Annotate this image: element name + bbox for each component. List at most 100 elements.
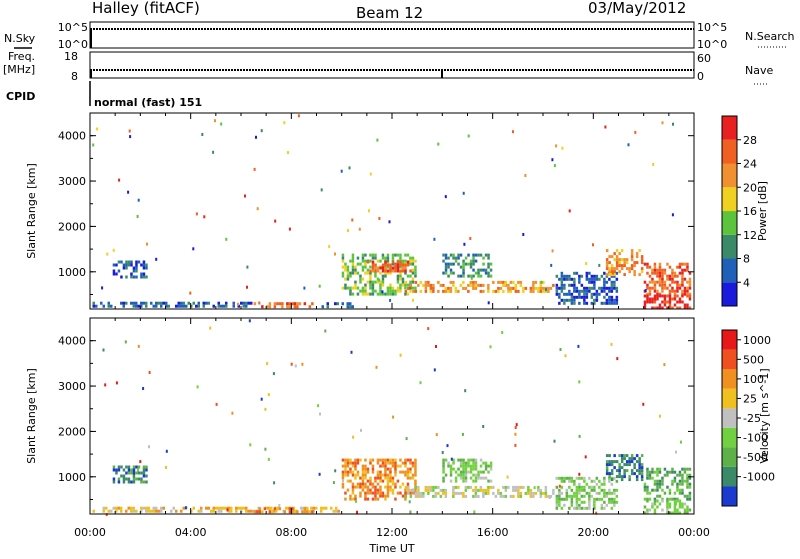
velocity-cell-4 xyxy=(424,488,428,492)
velocity-cell-5 xyxy=(459,458,463,462)
velocity-cell-7 xyxy=(618,472,621,476)
power-cell-10 xyxy=(686,292,689,296)
power-cell-3 xyxy=(137,260,141,264)
velocity-scatter-point xyxy=(610,342,613,346)
velocity-cell-7 xyxy=(635,475,639,479)
velocity-cell-8 xyxy=(661,482,664,486)
velocity-cell-7 xyxy=(630,457,634,461)
power-cell-8 xyxy=(583,289,586,293)
power-cell-10 xyxy=(656,292,659,296)
power-cell-8 xyxy=(588,271,591,275)
power-scatter-point xyxy=(524,174,527,177)
power-cell-9 xyxy=(625,261,629,265)
velocity-cell-6 xyxy=(610,491,614,495)
power-cell-9 xyxy=(635,252,639,256)
velocity-cell-4 xyxy=(487,491,490,495)
velocity-cell-6 xyxy=(583,488,586,492)
power-cell-3 xyxy=(112,272,116,276)
velocity-cell-4 xyxy=(532,491,535,495)
power-cell-6 xyxy=(472,283,475,287)
velocity-cell-8 xyxy=(653,470,657,474)
power-cell-8 xyxy=(563,286,566,290)
power-cell-0 xyxy=(160,301,163,305)
velocity-cell-5 xyxy=(474,476,478,480)
power-cell-8 xyxy=(585,286,589,290)
power-cell-4 xyxy=(374,256,377,260)
power-cell-0 xyxy=(192,301,195,305)
power-cell-6 xyxy=(502,283,505,287)
power-cell-10 xyxy=(646,262,649,266)
power-cell-8 xyxy=(575,271,579,275)
velocity-cell-3 xyxy=(359,494,362,498)
velocity-cell-9 xyxy=(668,502,672,506)
velocity-cell-3 xyxy=(414,488,417,492)
power-cell-10 xyxy=(681,280,684,284)
power-cell-1 xyxy=(261,305,264,309)
power-cell-6 xyxy=(419,289,423,293)
velocity-cell-4 xyxy=(537,488,540,492)
power-cell-6 xyxy=(442,289,445,293)
power-cell-3 xyxy=(135,275,138,279)
power-scatter-point xyxy=(328,245,331,249)
velocity-cell-3 xyxy=(354,461,357,465)
velocity-cell-2 xyxy=(112,477,116,481)
power-cell-8 xyxy=(593,283,596,287)
power-cell-0 xyxy=(182,301,185,305)
velocity-cell-9 xyxy=(683,502,687,506)
power-cell-8 xyxy=(608,295,611,299)
velocity-cell-8 xyxy=(681,473,684,477)
power-colorbar-segment xyxy=(722,234,737,259)
power-cell-8 xyxy=(603,277,606,281)
power-cell-3 xyxy=(120,275,123,279)
velocity-cell-6 xyxy=(558,476,561,480)
velocity-cell-3 xyxy=(404,470,407,474)
power-cell-7 xyxy=(449,262,453,266)
power-scatter-point xyxy=(470,276,473,280)
velocity-cell-3 xyxy=(364,482,367,486)
power-cell-8 xyxy=(613,274,616,278)
velocity-cell-3 xyxy=(374,476,377,480)
velocity-cell-6 xyxy=(555,476,559,480)
power-cell-8 xyxy=(588,289,591,293)
velocity-cell-5 xyxy=(462,473,465,477)
power-cell-4 xyxy=(404,286,407,290)
power-cell-4 xyxy=(364,265,367,269)
power-cell-10 xyxy=(683,286,687,290)
velocity-cell-4 xyxy=(497,488,500,492)
velocity-cell-3 xyxy=(404,491,407,495)
velocity-cell-3 xyxy=(361,485,365,489)
power-cell-11 xyxy=(663,300,667,304)
power-cell-3 xyxy=(142,260,146,264)
power-cell-0 xyxy=(100,301,103,305)
velocity-cell-8 xyxy=(651,488,654,492)
power-cell-3 xyxy=(132,266,136,270)
velocity-cell-6 xyxy=(555,497,559,501)
velocity-cell-4 xyxy=(452,488,455,492)
power-cell-11 xyxy=(666,300,669,304)
velocity-cell-1 xyxy=(303,507,307,511)
power-cell-8 xyxy=(568,292,571,296)
power-cell-6 xyxy=(532,280,535,284)
power-cell-4 xyxy=(404,259,407,263)
power-cell-10 xyxy=(648,286,652,290)
velocity-cell-4 xyxy=(529,488,533,492)
velocity-cell-2 xyxy=(130,468,133,472)
power-cell-4 xyxy=(374,271,377,275)
power-cell-10 xyxy=(686,286,689,290)
velocity-cell-7 xyxy=(638,472,641,476)
power-cell-4 xyxy=(364,286,367,290)
velocity-cell-1 xyxy=(273,507,277,511)
velocity-cell-0 xyxy=(320,506,323,510)
velocity-cell-8 xyxy=(663,491,667,495)
velocity-cell-6 xyxy=(570,503,574,507)
power-cell-6 xyxy=(509,286,513,290)
power-cell-8 xyxy=(585,289,589,293)
velocity-cell-6 xyxy=(575,494,579,498)
velocity-scatter-point xyxy=(319,412,321,416)
power-cell-10 xyxy=(673,289,677,293)
nsearch-label: N.Search xyxy=(745,30,795,43)
power-cell-4 xyxy=(351,271,355,275)
velocity-cell-8 xyxy=(688,491,692,495)
velocity-scatter-point xyxy=(375,365,378,369)
velocity-cell-4 xyxy=(404,485,408,489)
